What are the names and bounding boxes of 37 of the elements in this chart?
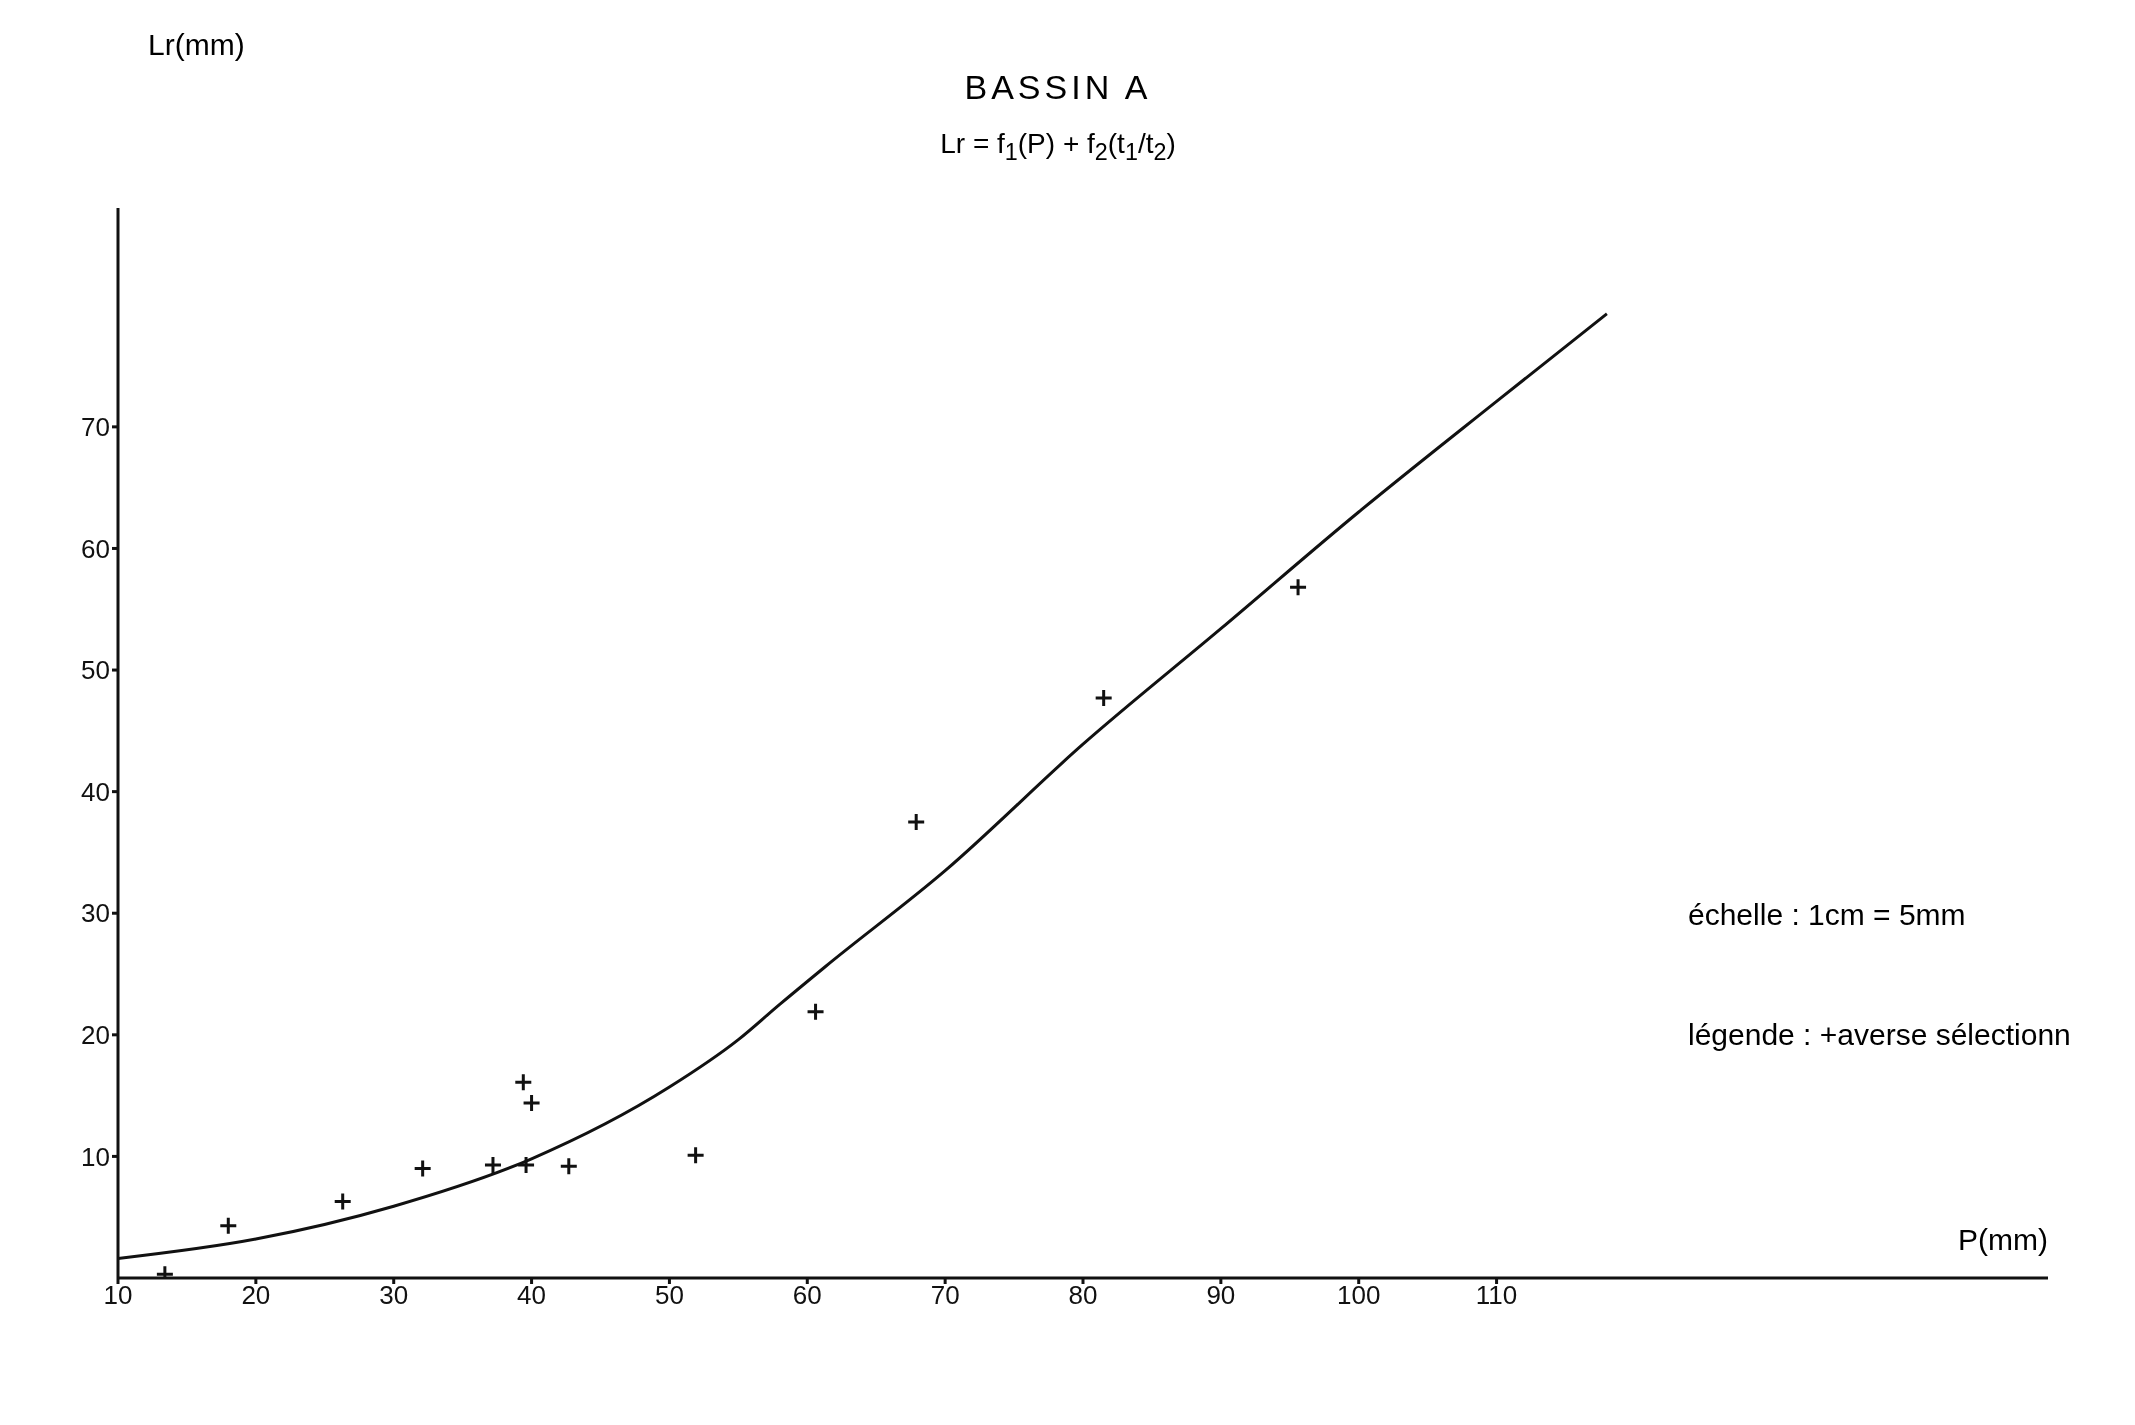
x-tick-label: 50 xyxy=(654,1280,684,1311)
text: Lr = f$_{1}$(P) + f$_{2}$(t$_{1}$/t$_{2}$) xyxy=(940,128,1176,165)
chart-title: BASSIN A xyxy=(963,68,1153,107)
annotation: échelle : 1cm = 5mm xyxy=(1688,898,1966,932)
point xyxy=(522,1093,542,1113)
point xyxy=(513,1072,533,1092)
x-axis-title: P(mm) xyxy=(1958,1223,2048,1257)
point xyxy=(686,1145,706,1165)
x-tick-label: 100 xyxy=(1337,1280,1381,1311)
x-tick-label: 40 xyxy=(517,1280,547,1311)
x-tick-label: 30 xyxy=(379,1280,409,1311)
annotation: légende : +averse sélectionn xyxy=(1688,1018,2071,1052)
x-tick-label: 60 xyxy=(792,1280,822,1311)
point xyxy=(516,1155,536,1175)
y-tick-label: 50 xyxy=(81,655,110,686)
y-tick-label: 40 xyxy=(81,776,110,807)
y-tick-label: 70 xyxy=(81,412,110,443)
point xyxy=(483,1155,503,1175)
point xyxy=(333,1191,353,1211)
point xyxy=(218,1216,238,1236)
y-tick-label: 10 xyxy=(81,1141,110,1172)
x-tick-label: 90 xyxy=(1206,1280,1236,1311)
point xyxy=(1288,577,1308,597)
point xyxy=(559,1156,579,1176)
point xyxy=(1094,688,1114,708)
x-tick-label: 80 xyxy=(1068,1280,1098,1311)
y-tick-label: 20 xyxy=(81,1020,110,1051)
point xyxy=(413,1159,433,1179)
x-tick-label: 10 xyxy=(103,1280,133,1311)
x-tick-label: 110 xyxy=(1475,1280,1518,1311)
x-tick-label: 20 xyxy=(241,1280,271,1311)
y-axis-title: Lr(mm) xyxy=(148,28,245,62)
point xyxy=(806,1002,826,1022)
y-tick-label: 30 xyxy=(81,898,110,929)
x-tick-label: 70 xyxy=(930,1280,960,1311)
point xyxy=(906,812,926,832)
y-tick-label: 60 xyxy=(81,533,110,564)
